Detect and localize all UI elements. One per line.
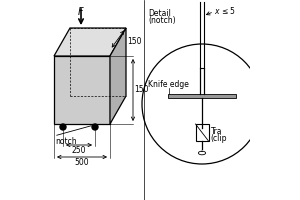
Text: Detail: Detail	[148, 8, 171, 18]
Polygon shape	[110, 28, 126, 124]
Polygon shape	[54, 28, 126, 56]
Bar	[196, 124, 208, 141]
Text: 150: 150	[135, 85, 149, 94]
Text: $F$: $F$	[77, 5, 85, 17]
Polygon shape	[54, 56, 110, 124]
Text: 500: 500	[75, 158, 89, 167]
Circle shape	[60, 124, 66, 130]
Text: notch: notch	[55, 137, 76, 146]
Text: Knife edge: Knife edge	[148, 80, 189, 89]
Text: (clip: (clip	[211, 134, 227, 143]
Text: 150: 150	[127, 36, 142, 46]
Bar	[168, 94, 236, 98]
Text: $x$ ≤ 5: $x$ ≤ 5	[214, 5, 236, 17]
Text: Tra: Tra	[211, 127, 222, 136]
Text: 250: 250	[72, 146, 86, 155]
Circle shape	[92, 124, 98, 130]
Text: (notch): (notch)	[148, 17, 176, 25]
